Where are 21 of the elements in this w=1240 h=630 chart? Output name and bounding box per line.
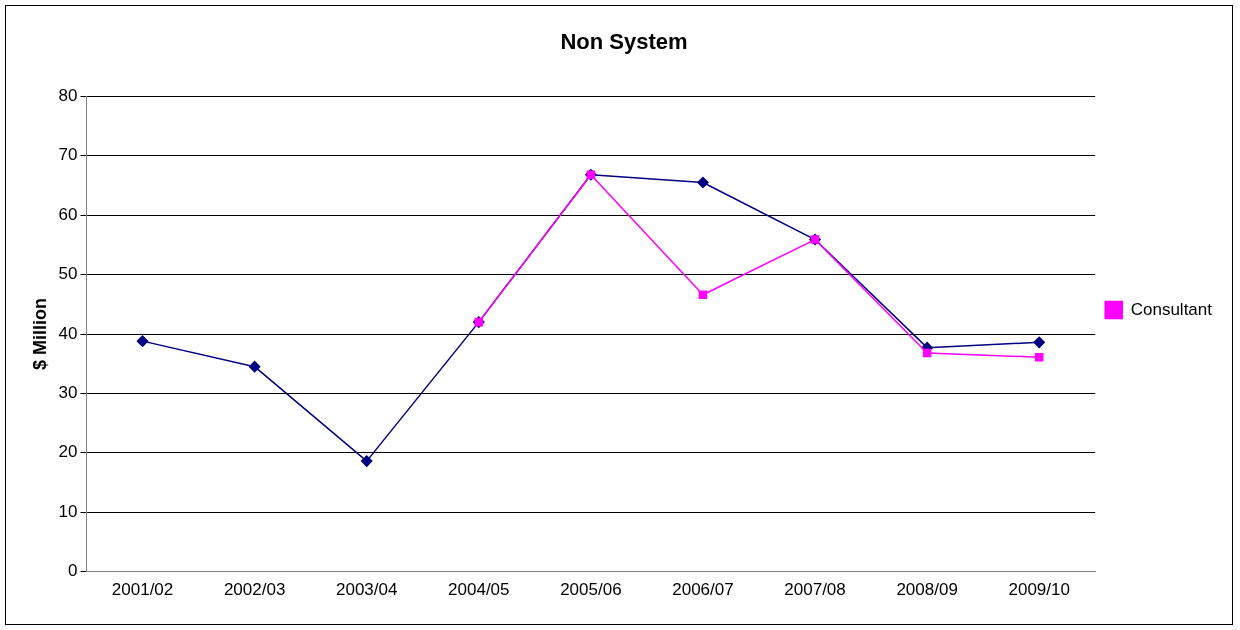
y-axis-title: $ Million (29, 298, 50, 370)
x-tick-label: 2006/07 (672, 580, 734, 600)
chart-title: Non System (560, 29, 688, 55)
y-tick-label: 50 (58, 264, 78, 284)
x-tick-label: 2001/02 (111, 580, 174, 600)
y-tick-label: 60 (58, 204, 78, 224)
y-tick-label: 30 (58, 383, 78, 403)
x-tick-label: 2005/06 (560, 580, 622, 600)
x-tick-label: 2004/05 (448, 580, 510, 600)
y-tick-label: 70 (58, 145, 78, 165)
x-tick-label: 2007/08 (784, 580, 846, 600)
x-tick-label: 2003/04 (335, 580, 398, 600)
y-tick-label: 20 (58, 442, 78, 462)
x-tick-label: 2002/03 (223, 580, 286, 600)
x-tick-label: 2008/09 (896, 580, 958, 600)
y-tick-label: 10 (58, 501, 78, 521)
legend-label: Consultant (1130, 299, 1213, 319)
x-tick-label: 2009/10 (1008, 580, 1070, 600)
y-tick-label: 40 (58, 323, 78, 343)
y-tick-label: 80 (58, 86, 78, 106)
y-tick-label: 0 (68, 561, 78, 581)
